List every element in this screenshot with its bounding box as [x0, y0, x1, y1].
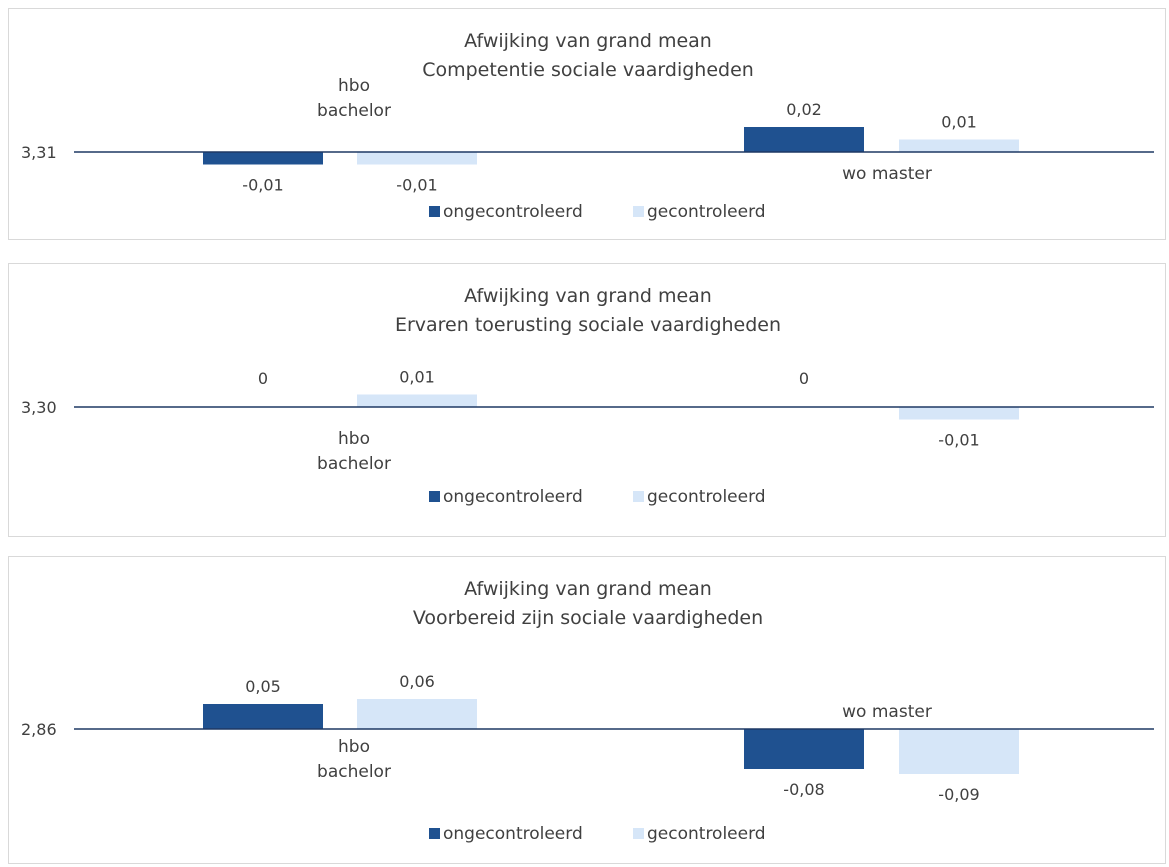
category-label-1: hbo — [338, 429, 370, 449]
category-label-1: hbo — [338, 737, 370, 757]
bar-ongecontroleerd-1 — [203, 152, 323, 165]
bar-gecontroleerd-1 — [357, 699, 477, 729]
bar-gecontroleerd-1 — [357, 152, 477, 165]
category-label-1: hbo — [338, 76, 370, 96]
bar-gecontroleerd-2 — [899, 139, 1019, 152]
chart-subtitle: Ervaren toerusting sociale vaardigheden — [395, 314, 781, 336]
baseline-value-label: 3,30 — [21, 398, 57, 417]
legend-swatch-gecontroleerd — [633, 491, 644, 502]
bar-ongecontroleerd-1 — [203, 704, 323, 729]
bar-ongecontroleerd-2 — [744, 127, 864, 152]
data-label-gecontroleerd-2: -0,09 — [938, 785, 979, 804]
data-label-gecontroleerd-1: 0,06 — [399, 672, 435, 691]
data-label-gecontroleerd-1: 0,01 — [399, 368, 435, 387]
chart-title: Afwijking van grand mean — [464, 578, 712, 600]
bar-gecontroleerd-2 — [899, 407, 1019, 420]
bar-ongecontroleerd-2 — [744, 729, 864, 769]
legend-label-gecontroleerd: gecontroleerd — [647, 202, 766, 222]
data-label-gecontroleerd-1: -0,01 — [396, 176, 437, 195]
category-label-2: wo master — [842, 702, 932, 722]
chart-panel-toerusting: Afwijking van grand mean Ervaren toerusti… — [8, 263, 1166, 537]
legend-label-gecontroleerd: gecontroleerd — [647, 824, 766, 844]
chart-subtitle: Voorbereid zijn sociale vaardigheden — [413, 607, 763, 629]
chart-svg-toerusting: Afwijking van grand mean Ervaren toerusti… — [21, 285, 1154, 507]
legend-label-ongecontroleerd: ongecontroleerd — [443, 487, 583, 507]
data-label-ongecontroleerd-1: 0 — [258, 369, 268, 388]
legend-label-ongecontroleerd: ongecontroleerd — [443, 824, 583, 844]
data-label-gecontroleerd-2: 0,01 — [941, 113, 977, 132]
chart-svg-competentie: Afwijking van grand mean Competentie soci… — [21, 30, 1154, 222]
chart-subtitle: Competentie sociale vaardigheden — [422, 59, 754, 81]
chart-title: Afwijking van grand mean — [464, 285, 712, 307]
legend-swatch-gecontroleerd — [633, 828, 644, 839]
category-label-2: wo master — [842, 164, 932, 184]
baseline-value-label: 3,31 — [21, 143, 57, 162]
bar-gecontroleerd-2 — [899, 729, 1019, 774]
baseline-value-label: 2,86 — [21, 720, 57, 739]
data-label-ongecontroleerd-2: 0 — [799, 369, 809, 388]
legend-swatch-ongecontroleerd — [429, 828, 440, 839]
legend-swatch-ongecontroleerd — [429, 491, 440, 502]
legend-label-ongecontroleerd: ongecontroleerd — [443, 202, 583, 222]
legend-label-gecontroleerd: gecontroleerd — [647, 487, 766, 507]
category-label-1: bachelor — [317, 762, 391, 782]
data-label-ongecontroleerd-2: -0,08 — [783, 780, 824, 799]
legend-swatch-ongecontroleerd — [429, 206, 440, 217]
data-label-ongecontroleerd-1: 0,05 — [245, 677, 281, 696]
chart-panel-competentie: Afwijking van grand mean Competentie soci… — [8, 8, 1166, 240]
chart-panel-voorbereid: Afwijking van grand mean Voorbereid zijn … — [8, 556, 1166, 864]
chart-title: Afwijking van grand mean — [464, 30, 712, 52]
legend-swatch-gecontroleerd — [633, 206, 644, 217]
bar-gecontroleerd-1 — [357, 394, 477, 407]
data-label-gecontroleerd-2: -0,01 — [938, 431, 979, 450]
category-label-1: bachelor — [317, 101, 391, 121]
category-label-1: bachelor — [317, 454, 391, 474]
data-label-ongecontroleerd-2: 0,02 — [786, 100, 822, 119]
chart-svg-voorbereid: Afwijking van grand mean Voorbereid zijn … — [21, 578, 1154, 844]
data-label-ongecontroleerd-1: -0,01 — [242, 176, 283, 195]
